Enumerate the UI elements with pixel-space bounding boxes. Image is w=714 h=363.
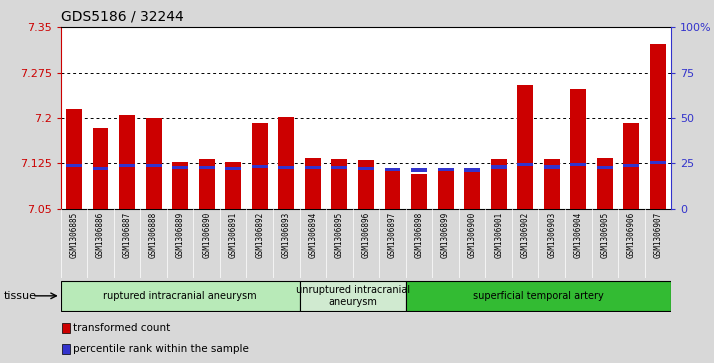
Text: percentile rank within the sample: percentile rank within the sample: [73, 344, 248, 354]
Bar: [358, 167, 374, 170]
Bar: [411, 174, 427, 209]
Bar: [172, 162, 188, 209]
Bar: [517, 163, 533, 166]
Text: GSM1306897: GSM1306897: [388, 212, 397, 258]
Bar: [331, 159, 347, 209]
Text: GDS5186 / 32244: GDS5186 / 32244: [61, 9, 183, 23]
Bar: [305, 166, 321, 169]
Bar: [570, 163, 586, 166]
Bar: [198, 159, 215, 209]
Text: GSM1306889: GSM1306889: [176, 212, 185, 258]
Text: GSM1306892: GSM1306892: [256, 212, 264, 258]
Bar: [411, 168, 427, 172]
Text: transformed count: transformed count: [73, 323, 170, 333]
Bar: [146, 118, 161, 209]
Text: GSM1306904: GSM1306904: [574, 212, 583, 258]
Bar: [385, 170, 401, 209]
Bar: [331, 166, 347, 169]
Bar: [491, 166, 507, 169]
Text: GSM1306886: GSM1306886: [96, 212, 105, 258]
Bar: [623, 123, 639, 209]
Bar: [225, 167, 241, 170]
Text: unruptured intracranial
aneurysm: unruptured intracranial aneurysm: [296, 285, 410, 307]
Text: GSM1306898: GSM1306898: [415, 212, 423, 258]
Text: GSM1306890: GSM1306890: [202, 212, 211, 258]
Bar: [385, 168, 401, 171]
Bar: [119, 164, 135, 167]
Bar: [597, 166, 613, 169]
FancyBboxPatch shape: [300, 281, 406, 310]
Bar: [464, 168, 480, 172]
Text: GSM1306891: GSM1306891: [228, 212, 238, 258]
Text: GSM1306902: GSM1306902: [521, 212, 530, 258]
Bar: [63, 323, 71, 333]
Text: GSM1306896: GSM1306896: [361, 212, 371, 258]
Text: GSM1306901: GSM1306901: [494, 212, 503, 258]
Bar: [278, 166, 294, 169]
Bar: [517, 85, 533, 209]
Bar: [650, 161, 666, 164]
FancyBboxPatch shape: [406, 281, 671, 310]
Bar: [225, 162, 241, 209]
Text: GSM1306888: GSM1306888: [149, 212, 158, 258]
Bar: [544, 159, 560, 209]
Text: GSM1306905: GSM1306905: [600, 212, 609, 258]
Bar: [491, 159, 507, 209]
Bar: [252, 123, 268, 209]
Text: GSM1306903: GSM1306903: [547, 212, 556, 258]
Text: ruptured intracranial aneurysm: ruptured intracranial aneurysm: [104, 291, 257, 301]
FancyBboxPatch shape: [61, 281, 300, 310]
Text: GSM1306885: GSM1306885: [69, 212, 79, 258]
Bar: [305, 158, 321, 209]
Bar: [623, 164, 639, 167]
Bar: [172, 166, 188, 169]
Bar: [438, 168, 453, 171]
Bar: [570, 89, 586, 209]
Text: GSM1306907: GSM1306907: [653, 212, 663, 258]
Text: GSM1306894: GSM1306894: [308, 212, 317, 258]
Bar: [544, 166, 560, 169]
Text: GSM1306906: GSM1306906: [627, 212, 636, 258]
Bar: [438, 171, 453, 209]
Bar: [93, 167, 109, 171]
Bar: [358, 160, 374, 209]
Text: GSM1306899: GSM1306899: [441, 212, 450, 258]
Bar: [66, 109, 82, 209]
Bar: [597, 158, 613, 209]
Text: tissue: tissue: [4, 291, 36, 301]
Text: GSM1306900: GSM1306900: [468, 212, 476, 258]
Bar: [93, 128, 109, 209]
Bar: [119, 115, 135, 209]
Text: GSM1306895: GSM1306895: [335, 212, 344, 258]
Bar: [146, 164, 161, 167]
Bar: [650, 44, 666, 209]
Bar: [464, 171, 480, 209]
Text: GSM1306893: GSM1306893: [282, 212, 291, 258]
Bar: [66, 164, 82, 167]
Bar: [278, 117, 294, 209]
Bar: [252, 165, 268, 168]
Text: GSM1306887: GSM1306887: [123, 212, 131, 258]
Bar: [198, 166, 215, 169]
Bar: [63, 344, 71, 354]
Text: superficial temporal artery: superficial temporal artery: [473, 291, 604, 301]
